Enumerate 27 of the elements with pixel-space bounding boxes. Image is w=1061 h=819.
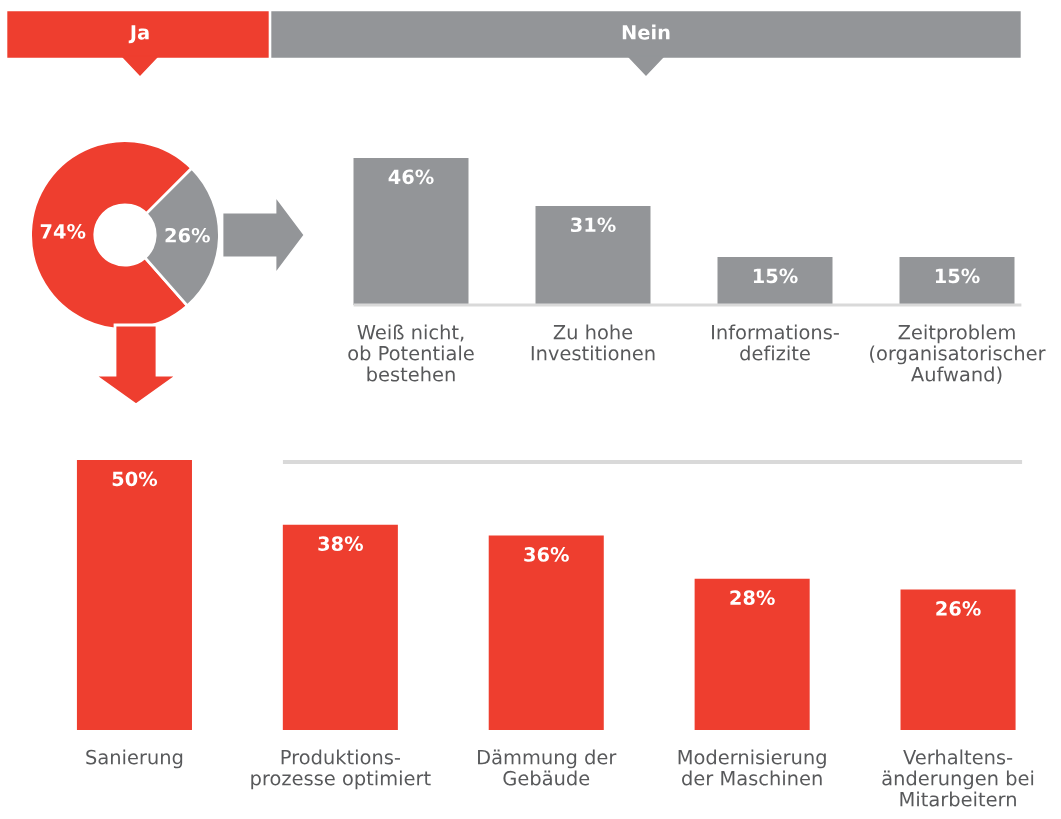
data-label: 26% (936, 601, 981, 616)
x-tick-label: Weiß nicht, ob Potentiale bestehen (348, 324, 474, 382)
data-label: 31% (571, 217, 616, 233)
bar (488, 535, 604, 730)
x-tick-label: Zu hohe Investitionen (531, 324, 655, 361)
bar (76, 460, 192, 730)
data-label: 36% (524, 547, 569, 562)
data-label: 15% (935, 268, 980, 284)
data-label: 15% (753, 268, 798, 284)
text: Nein (622, 24, 670, 40)
x-tick-label: Zeitproblem (organisatorischer Aufwand) (870, 324, 1046, 384)
data-label: 38% (318, 536, 363, 551)
data-label: 50% (112, 471, 158, 487)
x-tick-label: Verhaltens- änderungen bei Mitarbeitern (882, 749, 1034, 807)
x-tick-label: Informations- defizite (712, 324, 839, 361)
bar (900, 589, 1016, 730)
data-label: 28% (730, 590, 775, 605)
data-label: 26% (165, 227, 210, 243)
bar (282, 524, 398, 730)
text: Ja (128, 25, 149, 44)
bar (694, 578, 810, 730)
data-label: 46% (388, 169, 434, 185)
x-tick-label: Dämmung der Gebäude (478, 749, 617, 786)
x-tick-label: Produktions- prozesse optimiert (251, 749, 431, 790)
x-tick-label: Sanierung (86, 749, 183, 769)
data-label: 74% (40, 223, 86, 239)
x-tick-label: Modernisierung der Maschinen (678, 749, 826, 786)
